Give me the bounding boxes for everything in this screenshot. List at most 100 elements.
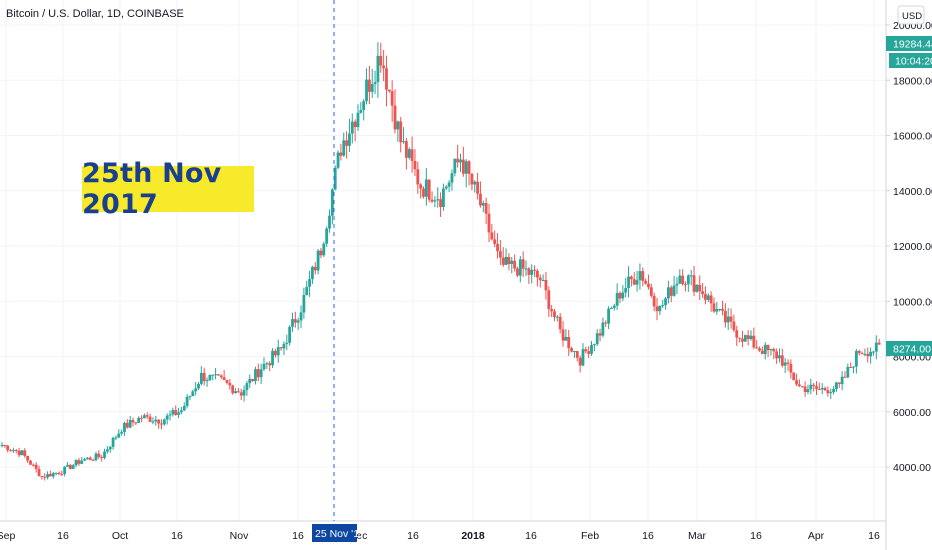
candle-body <box>817 388 821 390</box>
candle-body <box>49 474 52 477</box>
candle-body <box>866 353 870 357</box>
candle-body <box>316 250 320 271</box>
candle-body <box>581 349 585 366</box>
candle-body <box>131 420 135 423</box>
candle-body <box>874 342 878 352</box>
candle-body <box>729 316 733 322</box>
candle-body <box>399 121 403 143</box>
candle-body <box>772 349 776 352</box>
candle-body <box>68 464 72 469</box>
price-axis-ticks: 20000.0018000.0016000.0014000.0012000.00… <box>886 20 932 474</box>
candle-body <box>536 270 539 278</box>
candle-body <box>829 392 833 394</box>
candle-body <box>188 396 192 398</box>
candle-body <box>225 380 229 383</box>
candle-body <box>812 384 816 387</box>
candle-body <box>148 416 152 422</box>
candle-body <box>510 260 514 264</box>
candle-body <box>498 251 502 258</box>
time-tick-label: 16 <box>57 530 69 542</box>
candle-body <box>60 473 64 475</box>
candle-body <box>578 357 582 366</box>
candle-body <box>664 298 667 306</box>
candle-body <box>29 460 32 465</box>
candle-body <box>852 366 855 368</box>
candle-body <box>527 268 531 275</box>
candle-body <box>197 383 200 389</box>
candle-body <box>629 276 633 280</box>
candle-body <box>330 189 334 216</box>
candle-body <box>840 376 844 384</box>
candle-body <box>618 292 622 299</box>
candle-body <box>715 309 719 312</box>
candle-body <box>823 388 827 391</box>
candle-body <box>835 382 838 390</box>
crosshair-date-badge: 25 Nov '17 <box>312 524 365 542</box>
candle-body <box>621 292 625 299</box>
candle-body <box>293 319 297 323</box>
candle-body <box>709 295 713 304</box>
candle-body <box>698 284 702 292</box>
candle-body <box>464 161 468 174</box>
candle-body <box>638 271 642 281</box>
candle-body <box>561 329 565 341</box>
currency-button[interactable]: USD <box>897 5 925 25</box>
candle-body <box>254 369 257 381</box>
candle-body <box>778 355 781 359</box>
candle-body <box>567 337 571 349</box>
candle-body <box>795 380 798 385</box>
candle-body <box>276 347 280 356</box>
candle-body <box>775 351 779 359</box>
candle-body <box>248 378 252 384</box>
candle-body <box>390 91 394 106</box>
time-tick-label: 16 <box>750 530 762 542</box>
candle-body <box>268 363 272 366</box>
candle-body <box>854 350 858 367</box>
candle-body <box>311 266 314 280</box>
candle-body <box>484 203 488 214</box>
candle-body <box>863 353 867 355</box>
candle-body <box>524 268 528 270</box>
candle-body <box>496 243 499 252</box>
candle-body <box>370 84 374 92</box>
candle-body <box>550 309 554 312</box>
candle-body <box>387 89 391 92</box>
candle-body <box>612 305 616 308</box>
candle-body <box>0 444 4 446</box>
price-tick-label: 12000.00 <box>893 241 932 253</box>
candle-body <box>51 473 55 477</box>
candle-body <box>353 121 357 128</box>
candle-body <box>803 386 807 392</box>
candle-body <box>461 159 465 174</box>
candle-body <box>137 417 141 423</box>
candle-body <box>211 374 215 376</box>
candle-body <box>789 363 793 373</box>
candle-body <box>627 276 630 289</box>
candle-body <box>493 239 497 244</box>
candle-body <box>308 279 311 287</box>
candle-body <box>46 474 49 478</box>
candle-body <box>590 345 593 354</box>
candle-body <box>97 453 101 457</box>
candle-body <box>516 268 519 276</box>
candle-body <box>168 414 172 416</box>
candle-body <box>245 383 249 391</box>
candle-body <box>271 350 274 366</box>
candles <box>0 42 881 481</box>
candle-body <box>117 433 121 438</box>
candle-body <box>128 420 132 428</box>
candle-body <box>758 348 761 351</box>
time-tick-label: Sep <box>0 530 15 542</box>
candle-body <box>490 232 494 240</box>
candle-body <box>333 167 337 190</box>
candle-body <box>752 335 756 348</box>
candle-body <box>162 419 166 425</box>
candle-body <box>712 303 716 312</box>
candle-body <box>786 362 790 364</box>
candle-body <box>348 133 351 146</box>
candle-body <box>427 179 431 200</box>
candle-body <box>239 392 243 396</box>
candle-body <box>319 250 323 256</box>
